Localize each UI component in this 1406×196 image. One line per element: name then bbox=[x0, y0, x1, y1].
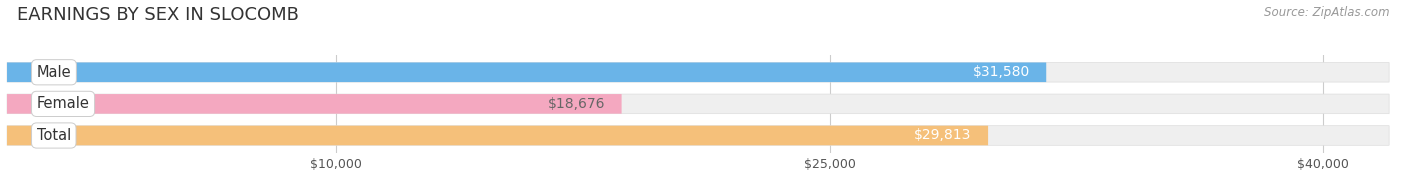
Text: $29,813: $29,813 bbox=[914, 129, 972, 142]
Text: Male: Male bbox=[37, 65, 72, 80]
FancyBboxPatch shape bbox=[7, 126, 988, 145]
FancyBboxPatch shape bbox=[7, 126, 1389, 145]
Text: Female: Female bbox=[37, 96, 90, 111]
Text: EARNINGS BY SEX IN SLOCOMB: EARNINGS BY SEX IN SLOCOMB bbox=[17, 6, 298, 24]
Text: $18,676: $18,676 bbox=[548, 97, 605, 111]
FancyBboxPatch shape bbox=[7, 63, 1389, 82]
FancyBboxPatch shape bbox=[7, 94, 1389, 114]
Text: $31,580: $31,580 bbox=[973, 65, 1029, 79]
FancyBboxPatch shape bbox=[7, 94, 621, 114]
Text: Source: ZipAtlas.com: Source: ZipAtlas.com bbox=[1264, 6, 1389, 19]
FancyBboxPatch shape bbox=[7, 63, 1046, 82]
Text: Total: Total bbox=[37, 128, 70, 143]
